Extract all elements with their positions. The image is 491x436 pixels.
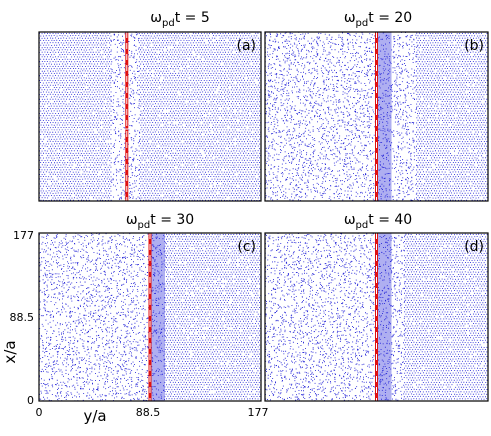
panel-b-frame	[264, 31, 489, 202]
panel-a-title: ωpdt = 5	[150, 10, 209, 29]
panel-d-frame	[264, 232, 489, 402]
panel-a-frame	[38, 31, 262, 202]
panel-b-label: (b)	[464, 38, 484, 54]
panel-c-dense-strip	[151, 233, 165, 401]
panel-b: ωpdt = 20 (b)	[264, 10, 489, 202]
panel-a-atoms	[39, 32, 261, 201]
panel-c-plot	[39, 233, 261, 401]
y-axis-label: x/a	[1, 340, 19, 363]
panel-a: ωpdt = 5 (a)	[38, 10, 262, 202]
panel-b-dense-strip	[377, 32, 392, 201]
panel-d-plot	[265, 233, 488, 401]
x-axis-label: y/a	[83, 407, 106, 425]
panel-d-label: (d)	[464, 239, 484, 255]
y-tick-label-top: 177	[13, 229, 34, 242]
panel-b-title: ωpdt = 20	[344, 10, 412, 29]
panel-c-atoms	[39, 233, 261, 401]
x-axis: 0 88.5 177 y/a	[36, 406, 269, 425]
y-tick-label-mid: 88.5	[10, 311, 35, 324]
x-tick-label-mid: 88.5	[136, 406, 161, 419]
panel-d-title: ωpdt = 40	[344, 212, 412, 231]
panel-d: ωpdt = 40 (d)	[264, 212, 489, 402]
x-tick-label-left: 0	[36, 406, 43, 419]
panel-c-frame	[38, 232, 262, 402]
y-axis: x/a 177 88.5 0	[1, 229, 34, 407]
y-tick-label-bottom: 0	[27, 394, 34, 407]
panel-b-plot	[265, 32, 488, 201]
panel-c-label: (c)	[237, 239, 256, 255]
panel-c-title: ωpdt = 30	[126, 212, 194, 231]
panel-c: ωpdt = 30 (c)	[38, 212, 262, 402]
panel-d-dense-strip	[377, 233, 392, 401]
panel-a-label: (a)	[236, 38, 256, 54]
x-tick-label-right: 177	[248, 406, 269, 419]
panel-a-plot	[39, 32, 261, 201]
